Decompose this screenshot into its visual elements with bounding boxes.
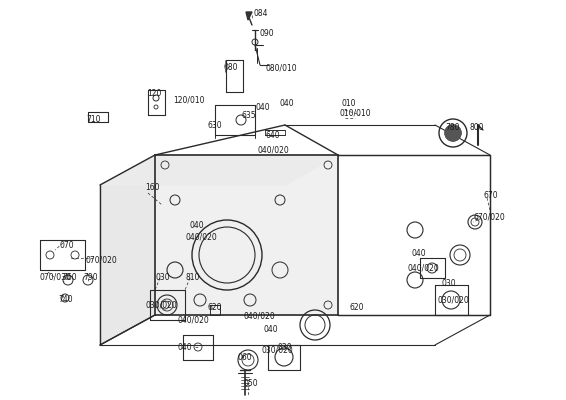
Text: 090: 090 <box>259 28 273 38</box>
Text: 780: 780 <box>445 122 460 132</box>
Text: 040: 040 <box>190 220 205 230</box>
Text: 030/020: 030/020 <box>145 300 177 310</box>
Text: 040/020: 040/020 <box>177 316 209 324</box>
Text: 620: 620 <box>350 304 365 312</box>
Bar <box>215 105 255 135</box>
Text: 070/020: 070/020 <box>86 256 118 264</box>
Text: 080/010: 080/010 <box>266 64 298 72</box>
Polygon shape <box>100 155 155 345</box>
Text: 060: 060 <box>238 352 252 362</box>
Text: 084: 084 <box>253 10 268 18</box>
Text: 030: 030 <box>155 272 170 282</box>
Text: 120: 120 <box>147 88 161 98</box>
Text: 670/020: 670/020 <box>473 212 505 222</box>
Text: 810: 810 <box>186 272 200 282</box>
Polygon shape <box>155 155 338 315</box>
Text: 635: 635 <box>242 110 256 120</box>
Text: 040/020: 040/020 <box>186 232 218 242</box>
Text: 630: 630 <box>208 122 222 130</box>
Polygon shape <box>100 155 338 185</box>
Text: 640: 640 <box>266 132 281 140</box>
Text: 740: 740 <box>58 296 72 304</box>
Text: 030/020: 030/020 <box>262 346 294 354</box>
Text: 040: 040 <box>412 248 427 258</box>
Text: 120/010: 120/010 <box>173 96 204 104</box>
Text: 670: 670 <box>484 192 499 200</box>
Text: 080: 080 <box>224 64 238 72</box>
Circle shape <box>445 125 461 141</box>
Text: 050: 050 <box>243 378 258 388</box>
Text: 760: 760 <box>62 272 76 282</box>
Text: 030: 030 <box>442 280 457 288</box>
Text: 160: 160 <box>145 184 160 192</box>
Text: 040/020: 040/020 <box>408 264 440 272</box>
Text: 070: 070 <box>59 240 74 250</box>
Polygon shape <box>246 12 252 20</box>
Text: 800: 800 <box>470 122 484 132</box>
Text: 040: 040 <box>280 98 295 108</box>
Text: 010: 010 <box>342 98 357 108</box>
Text: 710: 710 <box>86 116 101 124</box>
Text: 040: 040 <box>177 342 192 352</box>
Text: 070/030: 070/030 <box>40 272 72 282</box>
Text: 030/020: 030/020 <box>438 296 470 304</box>
Text: 620: 620 <box>207 304 221 312</box>
Text: 040/020: 040/020 <box>243 312 275 320</box>
Text: 040/020: 040/020 <box>258 146 290 154</box>
Text: 040: 040 <box>264 326 278 334</box>
Text: 040: 040 <box>255 102 269 112</box>
Text: 790: 790 <box>83 272 97 282</box>
Text: 030: 030 <box>277 342 291 352</box>
Text: 010/010: 010/010 <box>340 108 372 118</box>
